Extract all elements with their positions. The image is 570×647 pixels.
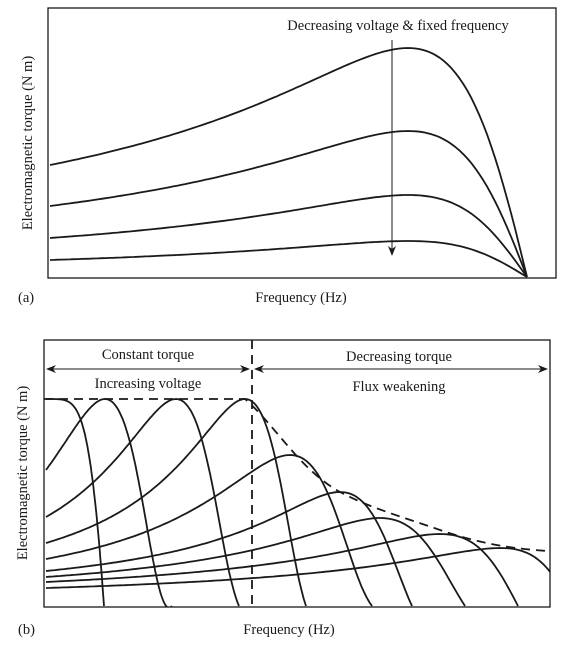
panel-a: Decreasing voltage & fixed frequency Fre… [18,7,557,306]
flux-weakening-label: Flux weakening [352,379,445,395]
decreasing-torque-label: Decreasing torque [346,349,452,365]
panel-b-ylabel: Electromagnetic torque (N m) [15,386,31,561]
panel-b-torque-curve-2 [45,398,173,607]
panel-a-xlabel: Frequency (Hz) [255,290,347,306]
max-torque-envelope [44,398,549,552]
panel-b-torque-curve-5 [45,454,373,607]
panel-b-torque-curve-4 [45,398,307,607]
panel-b-torque-curve-7 [45,517,466,607]
panel-a-curves [49,47,528,278]
panel-b-label: (b) [18,622,35,638]
constant-torque-label: Constant torque [102,347,194,363]
panel-b: Constant torque Increasing voltage Decre… [15,339,551,638]
panel-a-torque-curve-4 [49,240,528,278]
panel-a-torque-curve-2 [49,130,528,278]
panel-a-ylabel: Electromagnetic torque (N m) [20,56,36,231]
panel-b-torque-curve-9 [45,547,550,589]
panel-b-torque-curve-6 [45,491,413,607]
panel-a-annotation: Decreasing voltage & fixed frequency [287,18,509,34]
increasing-voltage-label: Increasing voltage [95,376,202,392]
panel-b-torque-curve-8 [45,533,519,607]
panel-a-frame [47,7,557,279]
panel-b-xlabel: Frequency (Hz) [243,622,335,638]
panel-b-frame [43,339,551,608]
panel-b-torque-curve-1 [45,398,105,607]
panel-b-curves [45,398,550,607]
panel-b-torque-curve-3 [45,398,240,607]
panel-a-label: (a) [18,290,34,306]
panel-a-torque-curve-3 [49,194,528,278]
panel-a-torque-curve-1 [49,47,528,278]
